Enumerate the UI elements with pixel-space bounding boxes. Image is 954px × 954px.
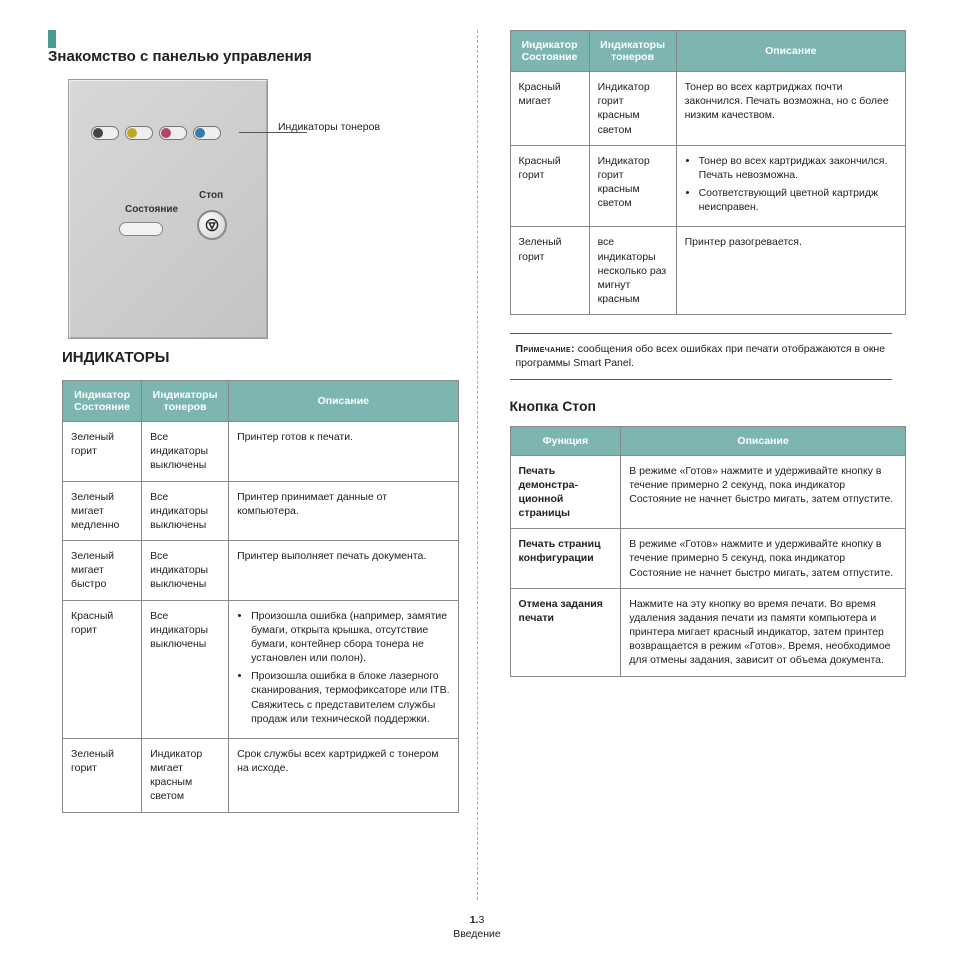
table-row: Красный горит Все индикаторы выключены П… [63, 600, 459, 738]
toner-led-cyan [193, 126, 221, 140]
t1-h0: Индикатор Состояние [63, 381, 142, 422]
section-rule [48, 30, 459, 48]
panel-label-stop: Стоп [199, 190, 223, 201]
toner-led-magenta [159, 126, 187, 140]
heading-indicators: ИНДИКАТОРЫ [62, 349, 459, 366]
control-panel: Состояние Стоп [68, 79, 268, 339]
table-row: Зеленый горит все индикаторы несколько р… [510, 227, 906, 315]
t3-h0: Функция [510, 426, 621, 455]
t2-h1: Индикаторы тонеров [589, 31, 676, 72]
heading-panel: Знакомство с панелью управления [48, 48, 459, 65]
panel-label-status: Состояние [125, 204, 178, 215]
table-row: Печать страниц конфигурации В режиме «Го… [510, 529, 906, 589]
left-column: Знакомство с панелью управления Состояни… [30, 30, 478, 900]
callout-leader [239, 132, 307, 133]
table-row: Красный мигает Индикатор горит красным с… [510, 72, 906, 146]
heading-stop: Кнопка Стоп [510, 398, 907, 414]
page-number: 1.3 [0, 913, 954, 928]
note-box: Примечание: сообщения обо всех ошибках п… [510, 333, 893, 379]
indicators-table-2: Индикатор Состояние Индикаторы тонеров О… [510, 30, 907, 315]
right-column: Индикатор Состояние Индикаторы тонеров О… [478, 30, 925, 900]
page-columns: Знакомство с панелью управления Состояни… [30, 30, 924, 900]
table-row: Отмена задания печати Нажмите на эту кно… [510, 588, 906, 676]
table-row: Зеленый горит Индикатор мигает красным с… [63, 738, 459, 812]
t2-h0: Индикатор Состояние [510, 31, 589, 72]
t2-h2: Описание [676, 31, 905, 72]
page-footer: 1.3 Введение [0, 913, 954, 942]
toner-led-row [91, 126, 221, 140]
toner-led-black [91, 126, 119, 140]
stop-button-table: Функция Описание Печать демонстра­ционно… [510, 426, 907, 677]
t3-h1: Описание [621, 426, 906, 455]
indicators-table-1: Индикатор Состояние Индикаторы тонеров О… [62, 380, 459, 813]
toner-led-yellow [125, 126, 153, 140]
panel-diagram: Состояние Стоп Индикаторы тонеров [68, 79, 459, 339]
status-led [119, 222, 163, 236]
table-row: Печать демонстра­ционной страницы В режи… [510, 455, 906, 529]
t1-h2: Описание [229, 381, 458, 422]
chapter-label: Введение [0, 927, 954, 942]
table-row: Красный горит Индикатор горит красным св… [510, 145, 906, 227]
accent-bar [48, 30, 56, 48]
t1-h1: Индикаторы тонеров [142, 381, 229, 422]
table-row: Зеленый горит Все индикаторы выключены П… [63, 422, 459, 482]
table-row: Зеленый мигает быстро Все индикаторы вык… [63, 541, 459, 601]
table-row: Зеленый мигает медленно Все индикаторы в… [63, 481, 459, 541]
note-label: Примечание: [516, 343, 575, 355]
stop-button-icon [197, 210, 227, 240]
